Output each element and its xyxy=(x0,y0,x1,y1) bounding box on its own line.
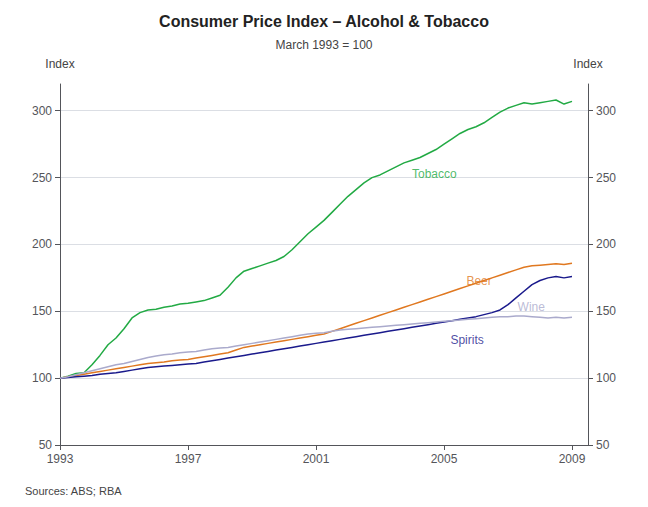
svg-text:200: 200 xyxy=(596,237,616,251)
svg-text:2005: 2005 xyxy=(431,452,458,466)
svg-text:Beer: Beer xyxy=(466,274,491,288)
svg-text:2009: 2009 xyxy=(559,452,586,466)
svg-text:Tobacco: Tobacco xyxy=(412,167,457,181)
svg-text:250: 250 xyxy=(32,171,52,185)
svg-text:Index: Index xyxy=(573,57,602,71)
svg-text:1993: 1993 xyxy=(47,452,74,466)
svg-text:300: 300 xyxy=(596,104,616,118)
svg-text:2001: 2001 xyxy=(303,452,330,466)
svg-text:Spirits: Spirits xyxy=(450,333,483,347)
svg-text:250: 250 xyxy=(596,171,616,185)
svg-text:Index: Index xyxy=(45,57,74,71)
svg-text:Sources: ABS; RBA: Sources: ABS; RBA xyxy=(25,485,122,497)
svg-text:300: 300 xyxy=(32,104,52,118)
svg-text:200: 200 xyxy=(32,237,52,251)
svg-text:50: 50 xyxy=(39,438,53,452)
svg-text:March 1993 = 100: March 1993 = 100 xyxy=(275,38,372,52)
svg-text:1997: 1997 xyxy=(175,452,202,466)
svg-text:150: 150 xyxy=(596,304,616,318)
svg-text:100: 100 xyxy=(596,371,616,385)
svg-text:50: 50 xyxy=(596,438,610,452)
svg-text:Wine: Wine xyxy=(518,300,546,314)
svg-text:100: 100 xyxy=(32,371,52,385)
svg-text:Consumer Price Index – Alcohol: Consumer Price Index – Alcohol & Tobacco xyxy=(159,13,489,30)
svg-text:150: 150 xyxy=(32,304,52,318)
